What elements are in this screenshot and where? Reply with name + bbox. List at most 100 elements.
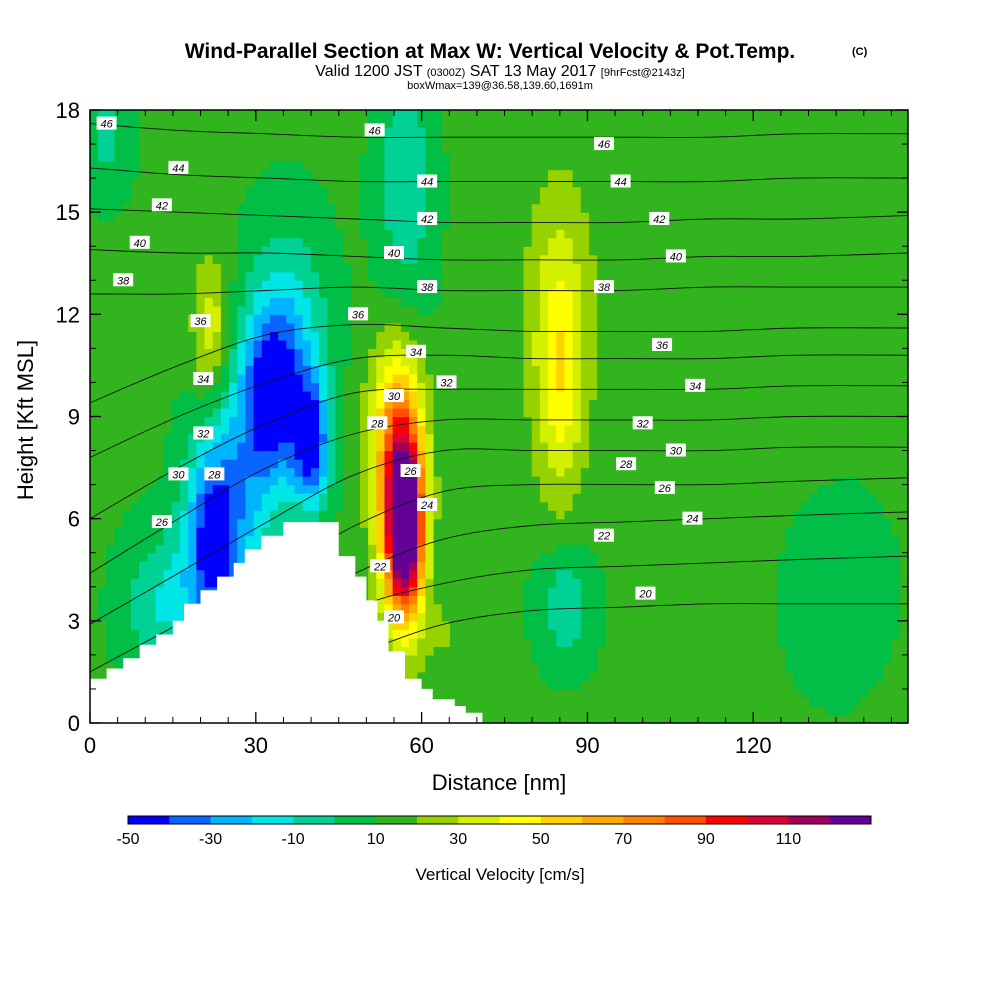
velocity-cell <box>392 603 402 613</box>
velocity-cell <box>728 459 737 469</box>
velocity-cell <box>588 382 598 392</box>
velocity-cell <box>818 595 827 605</box>
velocity-cell <box>744 629 754 639</box>
velocity-cell <box>736 629 745 639</box>
velocity-cell <box>613 586 623 596</box>
velocity-cell <box>777 544 786 554</box>
velocity-cell <box>229 425 238 435</box>
velocity-cell <box>376 433 386 443</box>
velocity-cell <box>253 544 263 554</box>
velocity-cell <box>638 476 647 486</box>
velocity-cell <box>507 680 516 690</box>
velocity-cell <box>359 535 369 545</box>
velocity-cell <box>580 646 590 656</box>
velocity-cell <box>891 569 901 579</box>
velocity-cell <box>777 373 786 384</box>
velocity-cell <box>441 305 451 315</box>
velocity-cell <box>605 671 615 682</box>
velocity-cell <box>662 561 672 571</box>
velocity-cell <box>212 544 222 554</box>
velocity-cell <box>597 595 606 605</box>
velocity-cell <box>425 399 435 409</box>
velocity-cell <box>539 705 549 716</box>
velocity-cell <box>490 459 500 469</box>
velocity-cell <box>376 442 386 452</box>
velocity-cell <box>155 620 165 630</box>
velocity-cell <box>286 510 296 520</box>
velocity-cell <box>302 450 312 460</box>
velocity-cell <box>728 518 737 528</box>
velocity-cell <box>613 569 623 579</box>
velocity-cell <box>760 459 770 469</box>
velocity-cell <box>245 493 255 503</box>
velocity-cell <box>678 620 688 630</box>
velocity-cell <box>343 450 353 460</box>
velocity-cell <box>515 348 525 358</box>
velocity-cell <box>163 331 173 341</box>
velocity-cell <box>171 493 181 503</box>
velocity-cell <box>343 348 353 358</box>
velocity-cell <box>523 637 533 647</box>
velocity-cell <box>842 569 852 579</box>
velocity-cell <box>842 705 852 716</box>
velocity-cell <box>253 339 263 349</box>
velocity-cell <box>523 578 533 588</box>
velocity-cell <box>220 314 230 324</box>
velocity-cell <box>425 425 435 435</box>
velocity-cell <box>294 365 304 375</box>
velocity-cell <box>597 510 606 520</box>
velocity-cell <box>867 518 876 528</box>
velocity-cell <box>474 390 484 401</box>
velocity-cell <box>204 535 214 545</box>
velocity-cell <box>842 637 852 647</box>
velocity-cell <box>212 484 222 494</box>
velocity-cell <box>768 688 778 699</box>
velocity-cell <box>711 322 721 332</box>
velocity-cell <box>588 663 598 673</box>
velocity-cell <box>253 518 263 528</box>
velocity-cell <box>449 433 459 443</box>
velocity-cell <box>646 518 656 528</box>
velocity-cell <box>719 578 729 588</box>
velocity-cell <box>867 493 876 503</box>
velocity-cell <box>433 339 443 349</box>
velocity-cell <box>556 484 566 494</box>
velocity-cell <box>719 663 729 673</box>
velocity-cell <box>580 356 590 367</box>
velocity-cell <box>499 552 508 562</box>
velocity-cell <box>613 382 623 392</box>
velocity-cell <box>752 314 762 324</box>
velocity-cell <box>842 493 852 503</box>
velocity-cell <box>809 535 819 545</box>
velocity-cell <box>687 407 696 418</box>
velocity-cell <box>703 356 713 367</box>
velocity-cell <box>466 535 476 545</box>
velocity-cell <box>147 331 157 341</box>
velocity-cell <box>327 501 336 511</box>
velocity-cell <box>719 561 729 571</box>
velocity-cell <box>212 407 222 418</box>
velocity-cell <box>867 561 876 571</box>
velocity-cell <box>523 646 533 656</box>
velocity-cell <box>286 450 296 460</box>
velocity-cell <box>613 595 623 605</box>
velocity-cell <box>588 356 598 367</box>
velocity-cell <box>122 612 132 622</box>
velocity-cell <box>580 510 590 520</box>
velocity-cell <box>196 544 206 554</box>
velocity-cell <box>736 620 745 630</box>
velocity-cell <box>670 535 680 545</box>
velocity-cell <box>359 399 369 409</box>
velocity-cell <box>858 348 868 358</box>
velocity-cell <box>768 654 778 664</box>
velocity-cell <box>728 467 737 477</box>
velocity-cell <box>523 569 533 579</box>
velocity-cell <box>719 620 729 630</box>
velocity-cell <box>875 348 885 358</box>
velocity-cell <box>449 476 459 486</box>
velocity-cell <box>760 603 770 613</box>
velocity-cell <box>719 544 729 554</box>
velocity-cell <box>179 535 189 545</box>
velocity-cell <box>564 339 574 349</box>
velocity-cell <box>433 637 443 647</box>
